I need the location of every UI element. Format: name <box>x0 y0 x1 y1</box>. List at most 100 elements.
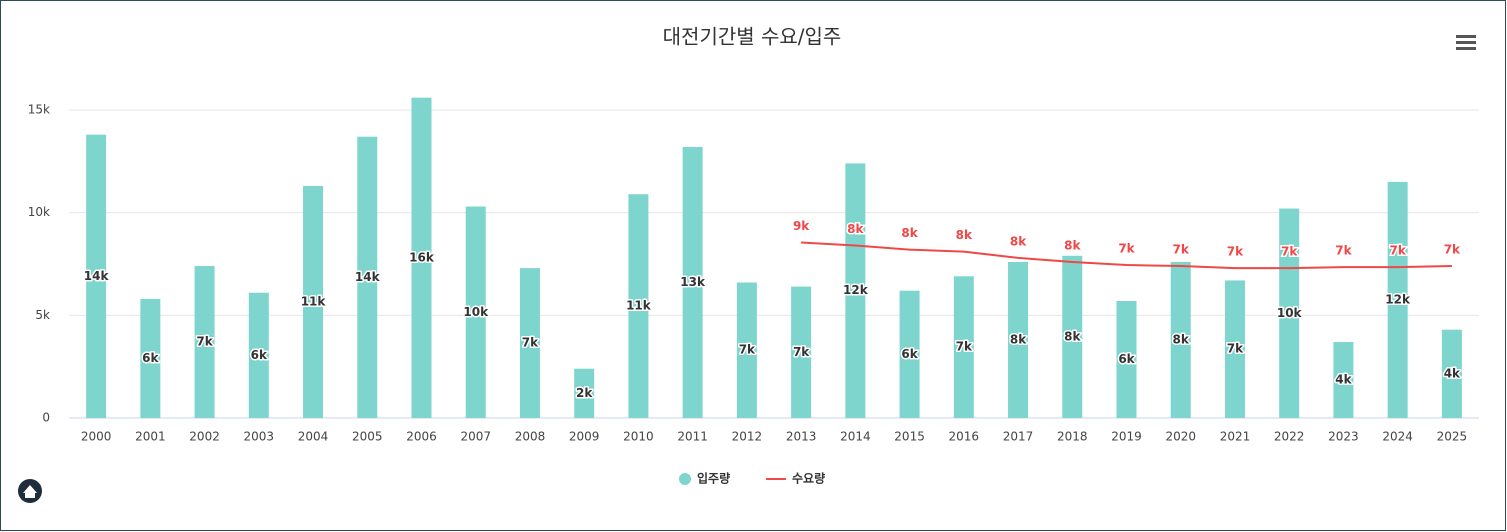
bar <box>1387 181 1408 418</box>
bar-label: 11k <box>626 299 652 313</box>
bar-label: 16k <box>409 250 435 264</box>
bar <box>1116 300 1137 418</box>
menu-icon[interactable] <box>1456 35 1476 50</box>
bar <box>303 185 324 418</box>
bar <box>1008 261 1029 418</box>
bar-label: 6k <box>142 351 159 365</box>
bar-label: 4k <box>1335 373 1352 387</box>
bar <box>1279 208 1300 418</box>
bar <box>411 97 432 419</box>
bar-label: 7k <box>739 343 756 357</box>
legend-label: 수요량 <box>792 472 825 486</box>
chart-title: 대전기간별 수요/입주 <box>663 25 842 49</box>
bar <box>1224 280 1245 418</box>
bar <box>248 292 269 418</box>
bar <box>357 136 378 418</box>
bar-label: 8k <box>1173 332 1190 346</box>
x-tick-label: 2003 <box>244 430 275 444</box>
line-label: 7k <box>1227 245 1244 259</box>
x-tick-label: 2020 <box>1165 430 1196 444</box>
x-tick-label: 2006 <box>406 430 437 444</box>
line-label: 8k <box>847 222 864 236</box>
x-tick-label: 2025 <box>1437 430 1468 444</box>
bar-label: 10k <box>463 305 489 319</box>
line <box>801 241 1452 270</box>
bar <box>791 286 812 418</box>
legend-symbol <box>679 473 691 485</box>
line-label: 7k <box>1173 243 1190 257</box>
x-tick-label: 2004 <box>298 430 329 444</box>
line-label: 7k <box>1389 244 1406 258</box>
line-label: 8k <box>1010 234 1027 248</box>
y-tick-label: 10k <box>28 205 50 219</box>
bar <box>86 134 107 418</box>
bar <box>140 298 161 418</box>
bar <box>465 206 486 418</box>
bar <box>736 282 757 418</box>
x-tick-label: 2010 <box>623 430 654 444</box>
line-label: 8k <box>956 228 973 242</box>
bar <box>682 146 703 418</box>
bar-label: 4k <box>1444 366 1461 380</box>
bar <box>899 290 920 418</box>
bar <box>953 276 974 418</box>
bar-label: 8k <box>1064 329 1081 343</box>
logo <box>18 479 42 503</box>
x-tick-label: 2011 <box>677 430 708 444</box>
bar <box>1170 261 1191 418</box>
line-label: 7k <box>1281 245 1298 259</box>
x-tick-label: 2021 <box>1220 430 1251 444</box>
x-tick-label: 2000 <box>81 430 112 444</box>
y-tick-label: 0 <box>42 411 50 425</box>
bar-label: 14k <box>355 270 381 284</box>
x-tick-label: 2014 <box>840 430 871 444</box>
x-tick-label: 2001 <box>135 430 166 444</box>
x-tick-label: 2002 <box>189 430 220 444</box>
y-tick-label: 5k <box>35 308 50 322</box>
bar-label: 7k <box>793 345 810 359</box>
x-tick-label: 2023 <box>1328 430 1359 444</box>
bar <box>194 266 215 418</box>
bar-label: 6k <box>1118 352 1135 366</box>
bar-label: 2k <box>576 386 593 400</box>
bar <box>1062 255 1083 418</box>
bar <box>628 194 649 418</box>
bar-label: 8k <box>1010 332 1027 346</box>
menu-bar <box>1456 47 1476 50</box>
bar-label: 7k <box>956 340 973 354</box>
line-label: 7k <box>1444 243 1461 257</box>
logo-house <box>23 485 37 498</box>
bar <box>1333 342 1354 418</box>
bar-label: 6k <box>901 347 918 361</box>
bar-label: 13k <box>680 275 706 289</box>
bar-label: 10k <box>1277 306 1303 320</box>
x-tick-label: 2007 <box>460 430 491 444</box>
bar-label: 7k <box>522 336 539 350</box>
x-tick-label: 2009 <box>569 430 600 444</box>
menu-bar <box>1456 35 1476 38</box>
x-tick-label: 2017 <box>1003 430 1034 444</box>
x-tick-label: 2012 <box>732 430 763 444</box>
bar-label: 7k <box>196 335 213 349</box>
bar-label: 6k <box>251 348 268 362</box>
bar <box>519 268 540 418</box>
bar-label: 12k <box>1385 292 1411 306</box>
bar <box>845 163 866 418</box>
legend-label: 입주량 <box>697 472 730 486</box>
x-tick-label: 2008 <box>515 430 546 444</box>
line-label: 7k <box>1335 244 1352 258</box>
x-tick-label: 2022 <box>1274 430 1305 444</box>
x-tick-label: 2005 <box>352 430 383 444</box>
bar <box>574 368 595 418</box>
menu-bar <box>1456 41 1476 44</box>
bar-label: 14k <box>84 269 110 283</box>
line-label: 9k <box>793 219 810 233</box>
x-tick-label: 2016 <box>949 430 980 444</box>
line-label: 8k <box>1064 238 1081 252</box>
bar <box>1441 329 1462 418</box>
line-label: 8k <box>901 226 918 240</box>
x-tick-label: 2024 <box>1382 430 1413 444</box>
bar-label: 7k <box>1227 342 1244 356</box>
